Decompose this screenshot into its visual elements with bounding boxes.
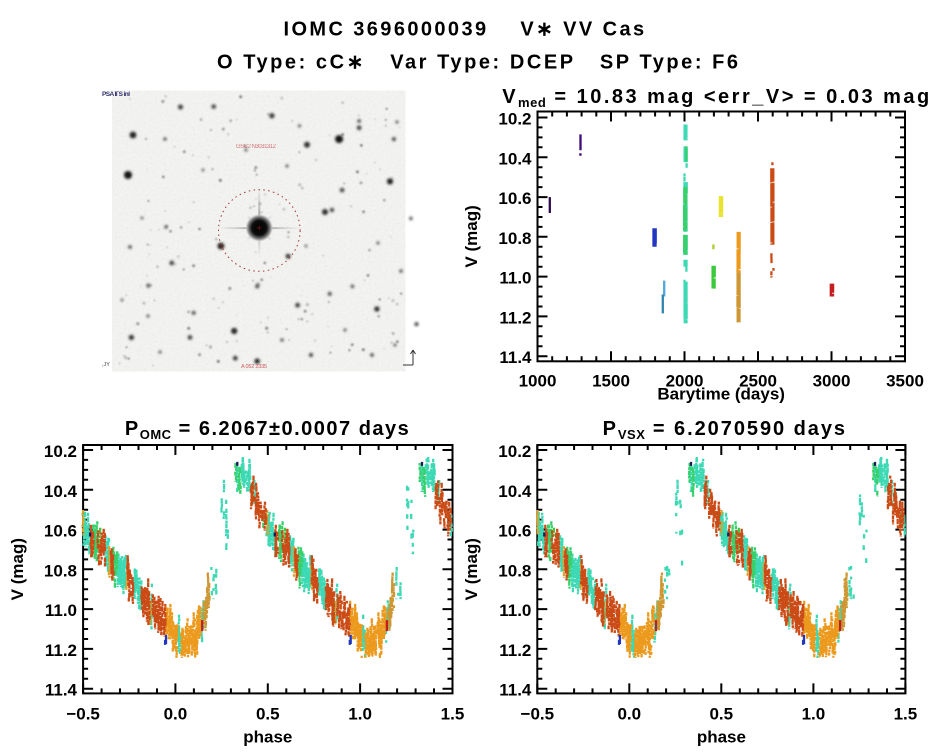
svg-text:10.8: 10.8: [498, 561, 531, 580]
svg-text:Barytime (days): Barytime (days): [657, 385, 785, 404]
svg-text:11.0: 11.0: [499, 601, 531, 620]
svg-text:11.2: 11.2: [499, 641, 531, 660]
svg-text:11.0: 11.0: [45, 601, 77, 620]
svg-text:11.2: 11.2: [45, 641, 77, 660]
svg-text:V (mag): V (mag): [462, 538, 481, 600]
svg-text:10.4: 10.4: [498, 482, 532, 501]
svg-text:11.4: 11.4: [45, 681, 78, 700]
svg-text:O Type: cC∗ Var Type: DCEP: O Type: cC∗ Var Type: DCEP SP Type: F6: [217, 52, 741, 74]
svg-text:10.4: 10.4: [498, 149, 532, 168]
svg-text:1.5: 1.5: [441, 705, 465, 724]
svg-text:3500: 3500: [886, 372, 924, 391]
svg-text:10.4: 10.4: [44, 482, 78, 501]
svg-text:GSC2 N3031312: GSC2 N3031312: [236, 144, 277, 150]
svg-text:Vmed = 10.83 mag <err_V> = 0.0: Vmed = 10.83 mag <err_V> = 0.03 mag: [502, 86, 932, 110]
svg-text:V (mag): V (mag): [8, 538, 27, 600]
svg-text:POMC = 6.2067±0.0007 days: POMC = 6.2067±0.0007 days: [125, 418, 410, 442]
svg-text:2000: 2000: [666, 372, 704, 391]
svg-text:11.2: 11.2: [499, 308, 531, 327]
svg-text:0.0: 0.0: [617, 705, 641, 724]
svg-text:phase: phase: [243, 728, 292, 747]
svg-text:10.2: 10.2: [498, 110, 531, 129]
svg-text:1.0: 1.0: [348, 705, 372, 724]
svg-text:A 052 2335: A 052 2335: [241, 364, 267, 370]
svg-text:2500: 2500: [739, 372, 777, 391]
svg-text:10.8: 10.8: [44, 561, 77, 580]
svg-text:11.0: 11.0: [499, 269, 531, 288]
svg-text:11.4: 11.4: [499, 681, 532, 700]
svg-text:10.6: 10.6: [498, 189, 531, 208]
svg-text:10.2: 10.2: [44, 442, 77, 461]
svg-text:1500: 1500: [592, 372, 630, 391]
svg-text:1.5: 1.5: [894, 705, 918, 724]
svg-text:,JY: ,JY: [102, 362, 110, 368]
svg-text:0.5: 0.5: [256, 705, 280, 724]
svg-text:IOMC 3696000039 V∗ VV Cas: IOMC 3696000039 V∗ VV Cas: [283, 19, 646, 41]
svg-text:10.6: 10.6: [498, 522, 531, 541]
svg-text:3000: 3000: [813, 372, 851, 391]
svg-text:−0.5: −0.5: [66, 705, 100, 724]
svg-text:1.0: 1.0: [802, 705, 826, 724]
svg-text:10.8: 10.8: [498, 229, 531, 248]
svg-text:1000: 1000: [519, 372, 557, 391]
svg-text:0.5: 0.5: [709, 705, 733, 724]
svg-text:10.2: 10.2: [498, 442, 531, 461]
svg-text:V (mag): V (mag): [462, 205, 481, 267]
svg-text:10.6: 10.6: [44, 522, 77, 541]
svg-text:PSA II`S inl: PSA II`S inl: [102, 91, 130, 98]
svg-text:11.4: 11.4: [499, 348, 532, 367]
svg-text:phase: phase: [697, 728, 746, 747]
svg-text:0.0: 0.0: [164, 705, 188, 724]
svg-text:−0.5: −0.5: [521, 705, 555, 724]
